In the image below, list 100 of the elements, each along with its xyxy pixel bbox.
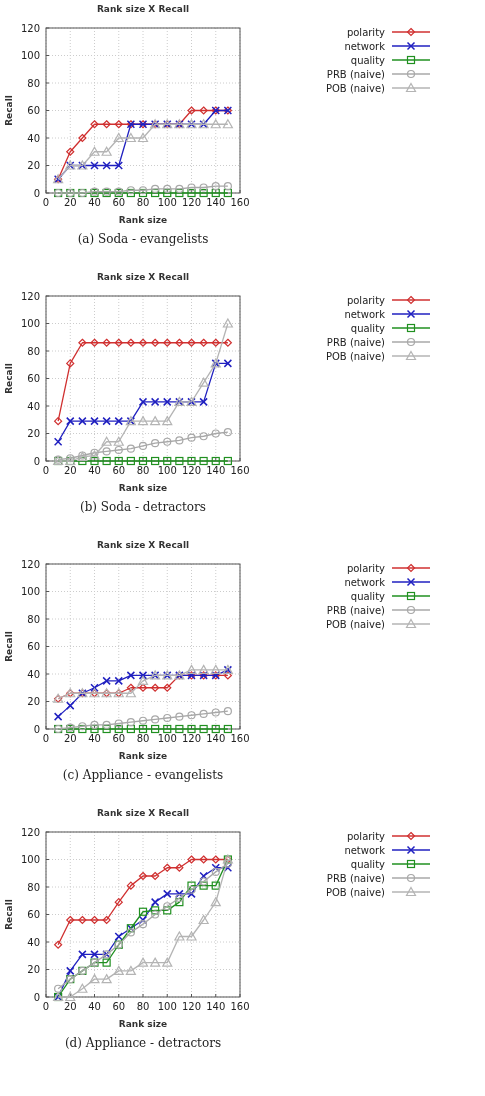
x-tick-label: 60 <box>112 197 126 208</box>
y-tick-label: 60 <box>27 105 40 116</box>
x-tick-label: 100 <box>157 1001 177 1012</box>
y-tick-label: 60 <box>27 641 40 652</box>
chart-title: Rank size X Recall <box>96 540 190 550</box>
y-tick-label: 0 <box>33 723 40 735</box>
legend-label: polarity <box>346 563 386 574</box>
y-tick-label: 20 <box>27 696 40 707</box>
x-tick-label: 160 <box>230 1001 250 1012</box>
chart-title: Rank size X Recall <box>96 808 190 818</box>
y-tick-label: 0 <box>33 187 40 199</box>
x-tick-label: 40 <box>88 733 101 744</box>
x-tick-label: 140 <box>206 465 226 476</box>
y-tick-label: 100 <box>20 586 40 597</box>
legend-label: quality <box>350 859 386 870</box>
y-axis-title: Recall <box>4 631 14 662</box>
legend-label: polarity <box>346 831 386 842</box>
legend-label: quality <box>350 591 386 602</box>
x-tick-label: 120 <box>181 733 202 744</box>
y-tick-label: 100 <box>20 50 40 61</box>
y-tick-label: 60 <box>27 909 40 920</box>
legend-label: quality <box>350 55 386 66</box>
x-tick-label: 80 <box>136 733 150 744</box>
legend-label: network <box>344 309 386 320</box>
legend-label: POB (naive) <box>325 351 386 362</box>
y-tick-label: 80 <box>27 77 40 89</box>
x-tick-label: 0 <box>42 733 50 744</box>
legend-label: PRB (naive) <box>326 873 386 884</box>
y-tick-label: 20 <box>27 964 40 975</box>
x-tick-label: 20 <box>63 733 77 744</box>
x-tick-label: 140 <box>206 733 226 744</box>
x-axis-title: Rank size <box>118 751 168 761</box>
x-tick-label: 60 <box>112 733 126 744</box>
x-tick-label: 20 <box>63 1001 77 1012</box>
y-tick-label: 120 <box>20 290 40 302</box>
text: (c) Appliance - evangelists <box>62 768 224 782</box>
y-axis-title: Recall <box>4 363 14 394</box>
y-tick-label: 20 <box>27 160 40 171</box>
x-tick-label: 20 <box>63 197 77 208</box>
legend-label: POB (naive) <box>325 887 386 898</box>
y-tick-label: 120 <box>20 558 40 570</box>
x-tick-label: 160 <box>230 733 250 744</box>
y-tick-label: 40 <box>27 132 40 144</box>
y-tick-label: 0 <box>33 455 40 467</box>
x-tick-label: 40 <box>88 197 101 208</box>
legend-label: polarity <box>346 295 386 306</box>
x-tick-label: 40 <box>88 465 101 476</box>
x-tick-label: 120 <box>181 465 202 476</box>
y-tick-label: 80 <box>27 613 40 625</box>
x-tick-label: 140 <box>206 1001 226 1012</box>
y-tick-label: 20 <box>27 428 40 439</box>
y-tick-label: 80 <box>27 345 40 357</box>
x-axis-title: Rank size <box>118 215 168 225</box>
y-tick-label: 80 <box>27 881 40 893</box>
x-tick-label: 120 <box>181 1001 202 1012</box>
y-tick-label: 40 <box>27 936 40 948</box>
y-tick-label: 0 <box>33 991 40 1003</box>
x-tick-label: 80 <box>136 1001 150 1012</box>
y-tick-label: 100 <box>20 318 40 329</box>
x-tick-label: 160 <box>230 197 250 208</box>
x-tick-label: 80 <box>136 197 150 208</box>
y-tick-label: 120 <box>20 22 40 34</box>
y-axis-title: Recall <box>4 899 14 930</box>
x-tick-label: 160 <box>230 465 250 476</box>
x-tick-label: 20 <box>63 465 77 476</box>
legend-label: POB (naive) <box>325 83 386 94</box>
y-tick-label: 40 <box>27 400 40 412</box>
text: (b) Soda - detractors <box>80 500 206 514</box>
x-tick-label: 40 <box>88 1001 101 1012</box>
x-tick-label: 120 <box>181 197 202 208</box>
x-axis-title: Rank size <box>118 1019 168 1029</box>
text: (d) Appliance - detractors <box>64 1036 222 1050</box>
text: (a) Soda - evangelists <box>77 232 209 246</box>
x-tick-label: 0 <box>42 465 50 476</box>
y-tick-label: 120 <box>20 826 40 838</box>
y-tick-label: 40 <box>27 668 40 680</box>
x-tick-label: 140 <box>206 197 226 208</box>
x-tick-label: 80 <box>136 465 150 476</box>
y-tick-label: 100 <box>20 854 40 865</box>
x-tick-label: 60 <box>112 1001 126 1012</box>
chart-title: Rank size X Recall <box>96 4 190 14</box>
x-tick-label: 100 <box>157 733 177 744</box>
x-tick-label: 0 <box>42 1001 50 1012</box>
chart-title: Rank size X Recall <box>96 272 190 282</box>
x-tick-label: 100 <box>157 197 177 208</box>
legend-label: PRB (naive) <box>326 69 386 80</box>
legend-label: network <box>344 845 386 856</box>
legend-label: network <box>344 577 386 588</box>
legend-label: POB (naive) <box>325 619 386 630</box>
x-axis-title: Rank size <box>118 483 168 493</box>
legend-label: network <box>344 41 386 52</box>
legend-label: PRB (naive) <box>326 337 386 348</box>
legend-label: polarity <box>346 27 386 38</box>
legend-label: quality <box>350 323 386 334</box>
y-axis-title: Recall <box>4 95 14 126</box>
y-tick-label: 60 <box>27 373 40 384</box>
legend-label: PRB (naive) <box>326 605 386 616</box>
x-tick-label: 0 <box>42 197 50 208</box>
x-tick-label: 100 <box>157 465 177 476</box>
x-tick-label: 60 <box>112 465 126 476</box>
